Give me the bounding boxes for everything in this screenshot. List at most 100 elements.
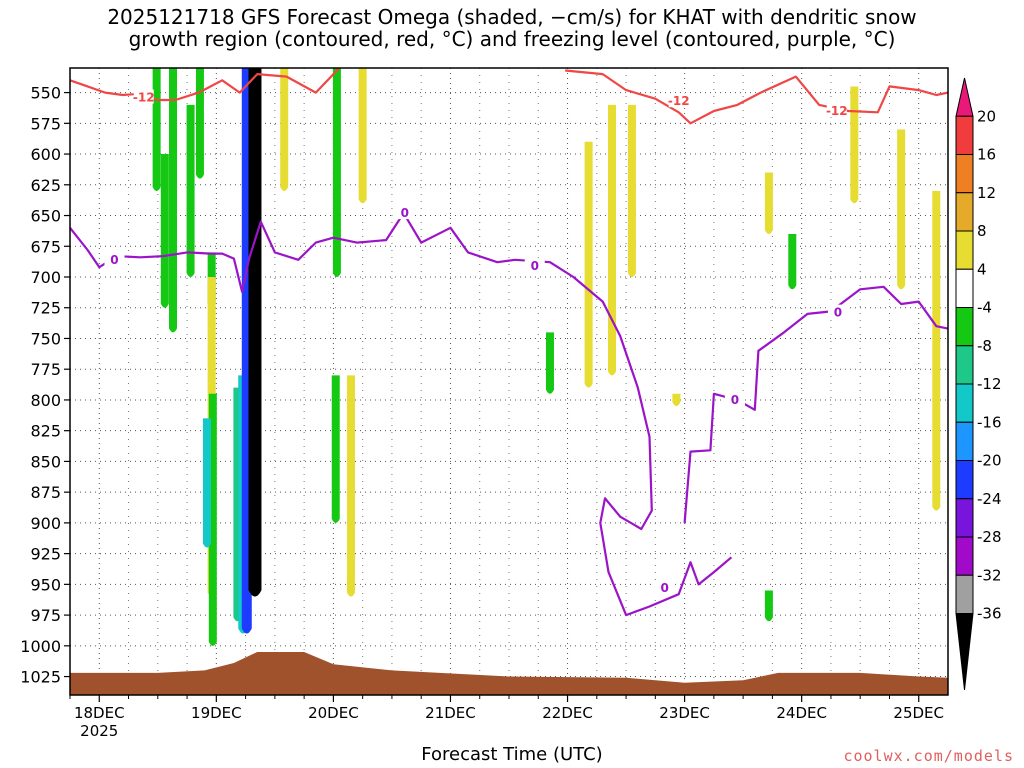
x-axis-label: Forecast Time (UTC): [421, 744, 603, 765]
colorbar-label-10: -24: [977, 490, 1002, 508]
y-tick-label-19: 1025: [20, 668, 61, 687]
title-line-2: growth region (contoured, red, °C) and f…: [128, 27, 896, 51]
fzl-label-4: 0: [661, 581, 669, 595]
y-tick-label-12: 850: [30, 452, 61, 471]
y-tick-label-8: 750: [30, 329, 61, 348]
fzl-label-1: 0: [110, 253, 118, 267]
omega-shade-5: [627, 104, 636, 277]
omega-shade-21: [545, 332, 554, 394]
colorbar-label-13: -36: [977, 605, 1002, 623]
colorbar-label-2: 12: [977, 184, 996, 202]
omega-shade-7: [346, 375, 355, 597]
colorbar-label-12: -32: [977, 566, 1002, 584]
fzl-label-1-bg: [104, 251, 125, 266]
chart-title: 2025121718 GFS Forecast Omega (shaded, −…: [0, 6, 1024, 50]
y-tick-label-6: 700: [30, 268, 61, 287]
omega-shade-13: [764, 172, 773, 234]
colorbar-label-8: -16: [977, 413, 1002, 431]
colorbar-swatch-2: [955, 154, 974, 194]
colorbar-swatch-5: [955, 268, 974, 308]
omega-shade-10: [850, 86, 859, 204]
omega-shade-19: [332, 68, 341, 277]
dgz-label-1: -12: [133, 91, 155, 105]
y-tick-label-9: 775: [30, 360, 61, 379]
colorbar-label-4: 4: [977, 260, 987, 278]
fzl-label-5-bg: [724, 391, 745, 406]
colorbar-swatch-7: [955, 345, 974, 385]
credit-text: coolwx.com/models: [843, 747, 1014, 765]
x-tick-label-6: 24DEC: [776, 704, 827, 722]
y-tick-label-1: 575: [30, 114, 61, 133]
y-tick-label-3: 625: [30, 176, 61, 195]
title-line-1: 2025121718 GFS Forecast Omega (shaded, −…: [107, 5, 917, 29]
omega-shade-8: [280, 68, 289, 191]
colorbar-label-9: -20: [977, 452, 1002, 470]
colorbar-swatch-8: [955, 383, 974, 423]
colorbar-bottom-arrow: [955, 613, 974, 691]
x-tick-label-3: 21DEC: [425, 704, 476, 722]
dgz-label-1-bg: [133, 89, 154, 104]
fzl-label-4-bg: [654, 580, 675, 595]
omega-shade-14: [672, 393, 681, 407]
x-tick-label-5: 23DEC: [659, 704, 710, 722]
omega-shade-23: [764, 590, 773, 622]
omega-shade-16: [152, 68, 161, 191]
omega-shading: [152, 68, 941, 646]
y-tick-label-15: 925: [30, 545, 61, 564]
colorbar-swatch-10: [955, 460, 974, 500]
dgz-label-3-bg: [826, 103, 847, 118]
colorbar: 20 16 12 8 4 -4 -8 -12 -16 -20 -24 -28 -32 -36: [955, 77, 1002, 691]
omega-shade-20: [331, 375, 340, 523]
fzl-label-3-bg: [524, 257, 545, 272]
dgz-minus12-contour-1: [70, 68, 341, 102]
omega-shade-3: [584, 141, 593, 388]
y-tick-label-14: 900: [30, 514, 61, 533]
y-tick-label-7: 725: [30, 299, 61, 318]
terrain-fill: [70, 651, 948, 695]
fzl-label-2-bg: [394, 205, 415, 220]
colorbar-label-1: 16: [977, 146, 996, 164]
omega-shade-0: [160, 154, 169, 308]
dgz-label-2-bg: [668, 93, 689, 108]
colorbar-label-3: 8: [977, 222, 987, 240]
omega-shade-25: [202, 418, 211, 548]
x-tick-label-1: 19DEC: [191, 704, 242, 722]
y-tick-label-13: 875: [30, 483, 61, 502]
colorbar-swatch-6: [955, 307, 974, 347]
colorbar-swatch-1: [955, 115, 974, 155]
terrain-area: [70, 651, 948, 695]
x-tick-label-2: 20DEC: [308, 704, 359, 722]
colorbar-top-arrow: [955, 77, 974, 117]
x-axis: 18DEC 19DEC 20DEC 21DEC 22DEC 23DEC 24DEC 25DEC…: [69, 695, 944, 740]
fzl-label-6-bg: [827, 304, 848, 319]
freezing-level-contour-1: [70, 212, 733, 617]
omega-shade-6: [358, 68, 367, 204]
dgz-label-3: -12: [826, 104, 848, 118]
y-tick-label-16: 950: [30, 575, 61, 594]
colorbar-label-5: -4: [977, 299, 992, 317]
colorbar-label-0: 20: [977, 107, 996, 125]
omega-shade-17: [186, 104, 195, 277]
omega-shade-15: [169, 68, 178, 333]
fzl-label-2: 0: [401, 206, 409, 220]
y-tick-label-18: 1000: [20, 637, 61, 656]
y-tick-label-2: 600: [30, 145, 61, 164]
x-tick-label-4: 22DEC: [542, 704, 593, 722]
omega-shade-22: [788, 233, 797, 290]
contour-lines: -12 -12 -12 0 0 0 0 0 0: [70, 68, 948, 617]
colorbar-swatch-13: [955, 574, 974, 614]
omega-shade-12: [932, 190, 941, 511]
fzl-label-3: 0: [531, 259, 539, 273]
y-tick-label-11: 825: [30, 422, 61, 441]
colorbar-swatch-12: [955, 536, 974, 576]
y-tick-label-5: 675: [30, 237, 61, 256]
omega-shade-28: [248, 68, 262, 597]
colorbar-label-6: -8: [977, 337, 992, 355]
colorbar-label-7: -12: [977, 375, 1002, 393]
y-tick-label-10: 800: [30, 391, 61, 410]
fzl-label-5: 0: [731, 393, 739, 407]
colorbar-swatch-11: [955, 498, 974, 538]
x-tick-label-7: 25DEC: [893, 704, 944, 722]
dgz-label-2: -12: [668, 94, 690, 108]
